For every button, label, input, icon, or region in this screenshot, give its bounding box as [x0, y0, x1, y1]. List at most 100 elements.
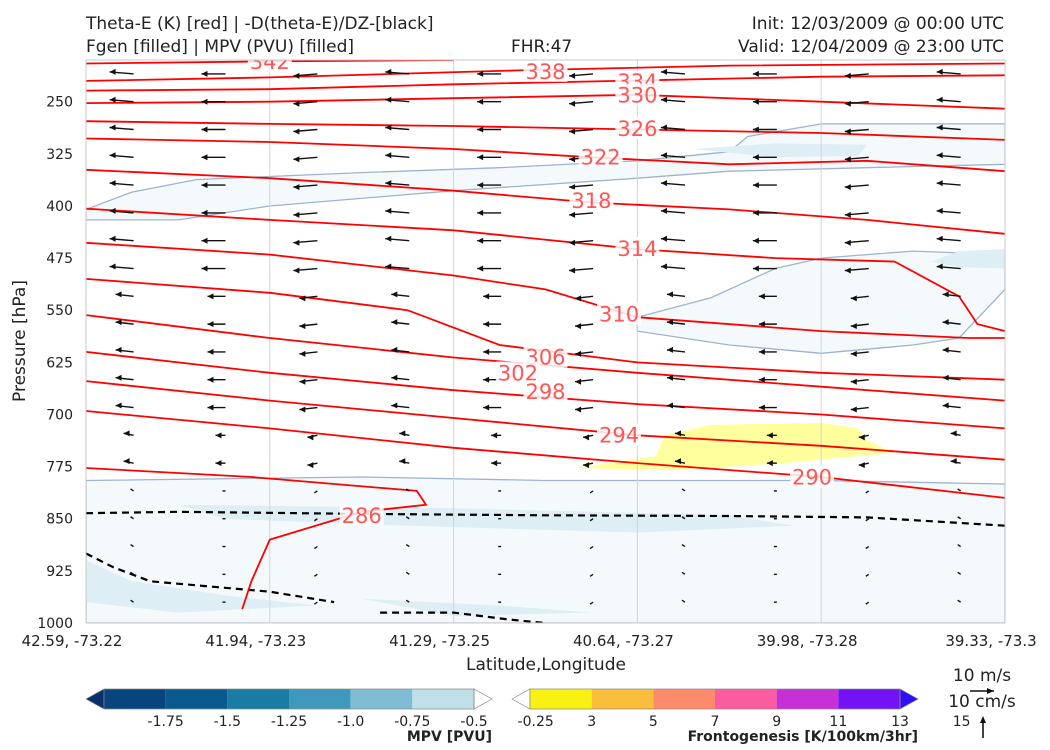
wind-vector-head	[752, 126, 759, 133]
x-tick-label: 41.29, -73.25	[389, 632, 490, 650]
dashed-contour	[86, 510, 1005, 527]
wind-vector-head	[844, 128, 851, 135]
wind-vector-head	[858, 434, 865, 441]
x-tick-label: 39.33, -73.3	[945, 632, 1036, 650]
wind-vector-head	[109, 96, 116, 103]
wind-vector-head	[758, 376, 765, 383]
frontogenesis-region	[573, 422, 895, 471]
colorbar-tick-label: -0.5	[460, 714, 487, 730]
wind-vector-head	[660, 235, 667, 242]
colorbar-right-extension	[899, 688, 919, 710]
colorbar-tick-label: 11	[829, 714, 847, 730]
wind-vector-head	[385, 207, 392, 214]
wind-vector-head	[477, 209, 484, 216]
wind-vector-head	[660, 68, 667, 75]
wind-vector-head	[569, 128, 576, 135]
colorbar-segment	[165, 689, 228, 709]
mpv-region-dark	[361, 598, 592, 616]
wind-vector	[589, 545, 594, 550]
wind-vector	[313, 573, 318, 577]
wind-vector-head	[674, 458, 681, 465]
wind-vectors	[109, 68, 962, 605]
wind-vector-head	[660, 180, 667, 187]
wind-vector-head	[758, 321, 765, 328]
theta-e-label-322: 322	[581, 145, 621, 169]
theta-e-contour-290	[86, 410, 1005, 499]
y-tick-label: 1000	[37, 616, 73, 632]
plot-frame	[85, 59, 1006, 624]
wind-vector-head	[399, 430, 406, 437]
theta-e-label-342: 342	[250, 50, 290, 74]
wind-vector	[589, 573, 594, 577]
y-tick-label: 625	[46, 355, 73, 371]
wind-vector-head	[109, 68, 116, 75]
wind-vector-head	[942, 291, 949, 298]
colorbar-tick-label: 13	[891, 714, 909, 730]
colorbar-tick-label: -1.5	[214, 714, 241, 730]
wind-vector	[130, 516, 134, 520]
colorbar-left-extension	[85, 688, 105, 710]
wind-vector-head	[936, 180, 943, 187]
wind-vector-head	[299, 295, 306, 302]
stability-dashed-contours	[86, 510, 1005, 623]
mpv-colorbar: -1.75 -1.5 -1.25 -1.0 -0.75 -0.5 -0.25	[85, 688, 554, 730]
wind-vector-head	[844, 184, 851, 191]
y-tick-label: 925	[46, 564, 73, 580]
wind-vector-head	[477, 182, 484, 189]
theta-e-label-bg	[569, 189, 614, 212]
theta-e-label-314: 314	[617, 237, 657, 261]
wind-vector-head	[391, 374, 398, 381]
wind-vector-head	[666, 319, 673, 326]
theta-e-label-310: 310	[599, 302, 639, 326]
wind-vector	[405, 571, 410, 575]
wind-vector-head	[207, 293, 214, 300]
wind-vector	[865, 573, 870, 577]
theta-e-label-bg	[615, 116, 660, 139]
wind-vector	[681, 516, 686, 520]
colorbar-frame	[103, 688, 475, 710]
y-axis-ticks: 250 325 400 475 550 625 700 775 850 925 1000	[37, 95, 73, 632]
dashed-contour	[380, 611, 546, 623]
theta-e-label-298: 298	[525, 380, 565, 404]
wind-vector-head	[307, 434, 314, 441]
y-axis-label: Pressure [hPa]	[10, 280, 30, 402]
wind-vector	[957, 599, 962, 603]
colorbar-segment	[776, 689, 839, 709]
y-tick-label: 700	[46, 407, 73, 423]
wind-vector-head	[201, 70, 208, 77]
colorbar-left-extension	[511, 688, 531, 710]
colorbar-tick-label: -0.75	[394, 714, 430, 730]
wind-vector-head	[483, 293, 490, 300]
frontogenesis-colorbar: 3 5 7 9 11 13 15	[511, 688, 971, 730]
theta-e-label-bg	[523, 60, 568, 82]
wind-vector-head	[207, 321, 214, 328]
wind-vector-head	[752, 265, 759, 272]
theta-e-label-326: 326	[617, 117, 657, 141]
wind-vector-head	[766, 460, 773, 467]
theta-e-label-bg	[597, 423, 642, 446]
vector-key-horizontal-arrowhead	[987, 688, 994, 694]
wind-vector-head	[844, 100, 851, 107]
y-tick-label: 775	[46, 460, 73, 476]
wind-vector-head	[385, 180, 392, 187]
wind-vector-head	[201, 182, 208, 189]
wind-vector-head	[942, 374, 949, 381]
colorbar-tick-label: 5	[649, 714, 658, 730]
theta-e-label-bg	[339, 503, 384, 526]
colorbar-segment	[289, 689, 351, 709]
colorbar-right-extension	[473, 688, 493, 710]
wind-vector-head	[758, 404, 765, 411]
wind-vector-head	[942, 319, 949, 326]
wind-vector-head	[660, 124, 667, 131]
theta-e-contour-314	[86, 207, 1005, 332]
wind-vector-head	[950, 458, 957, 465]
wind-vector-head	[201, 154, 208, 161]
theta-e-label-bg	[790, 465, 835, 488]
colorbar-segment	[653, 689, 715, 709]
wind-vector-head	[942, 402, 949, 409]
wind-vector-head	[844, 156, 851, 163]
theta-e-label-bg	[615, 83, 660, 106]
wind-vector	[313, 545, 318, 550]
wind-vector-head	[391, 402, 398, 409]
